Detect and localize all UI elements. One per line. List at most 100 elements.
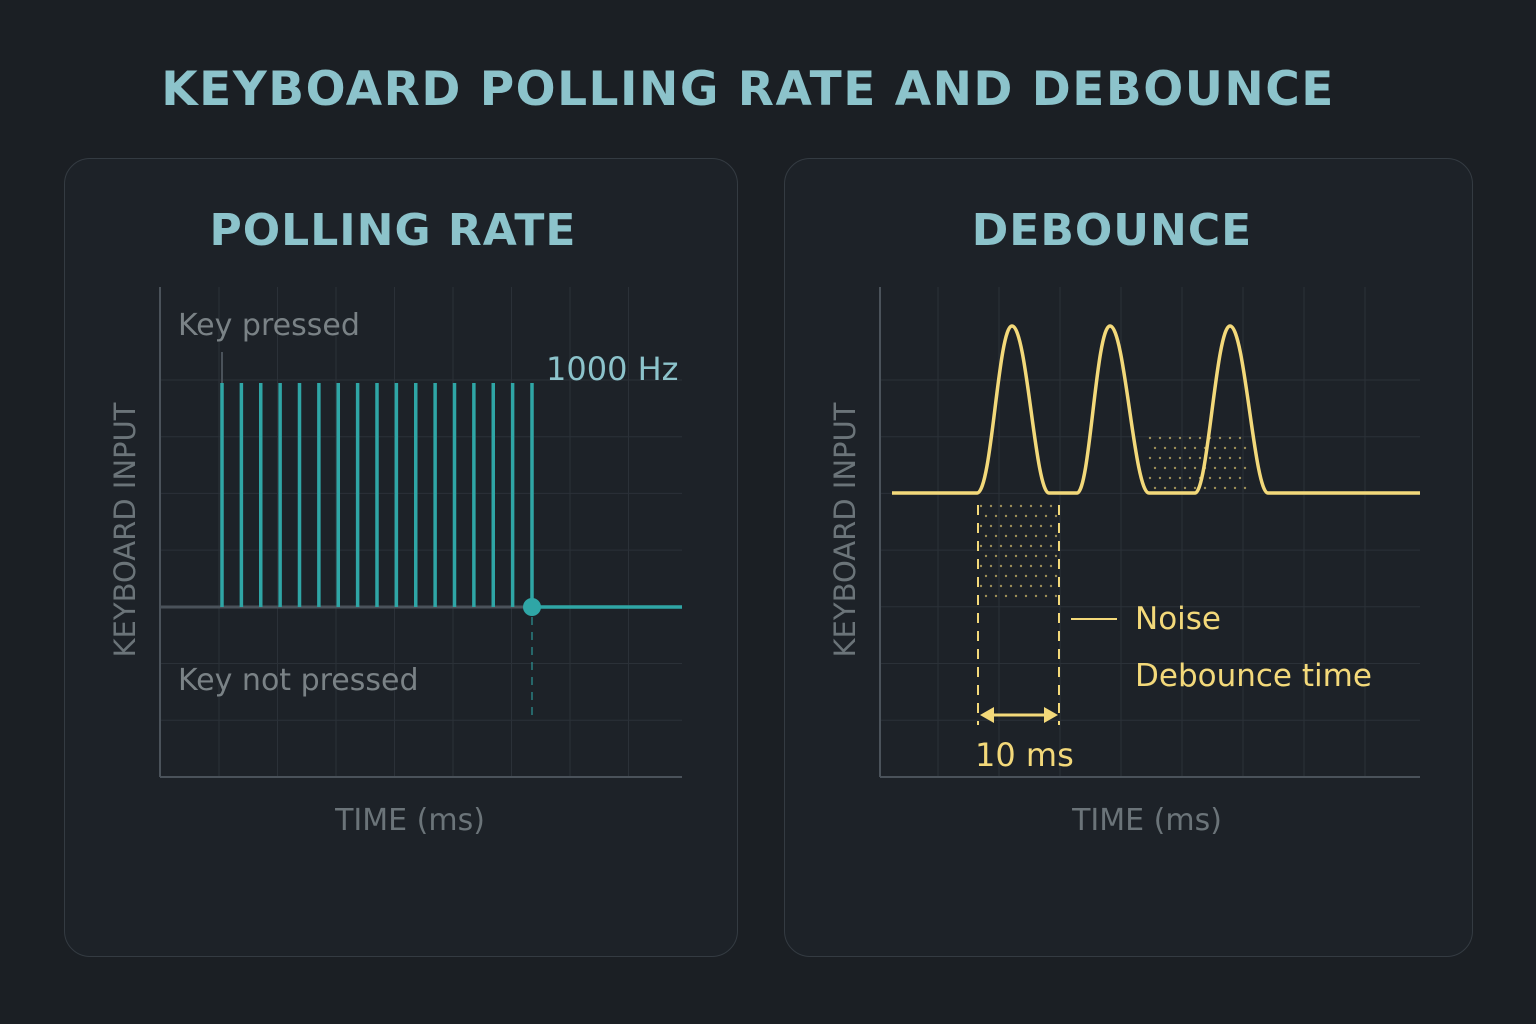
debounce-grid bbox=[880, 287, 1420, 778]
noise-dot bbox=[1039, 544, 1043, 548]
noise-dot bbox=[1034, 514, 1038, 518]
noise-dot bbox=[1039, 584, 1043, 588]
noise-dot bbox=[1228, 436, 1232, 440]
noise-dot bbox=[1193, 446, 1197, 450]
noise-dot bbox=[1009, 524, 1013, 528]
noise-dot bbox=[1004, 554, 1008, 558]
noise-dot bbox=[1009, 584, 1013, 588]
noise-dot bbox=[1054, 514, 1058, 518]
noise-dot bbox=[1233, 486, 1237, 490]
noise-dot bbox=[1233, 466, 1237, 470]
debounce-x-label: TIME (ms) bbox=[1071, 803, 1222, 838]
interval-label: 10 ms bbox=[975, 736, 1074, 774]
noise-dot bbox=[1049, 504, 1053, 508]
noise-dot bbox=[994, 534, 998, 538]
noise-dot bbox=[1218, 476, 1222, 480]
noise-dot bbox=[1044, 594, 1048, 598]
noise-dot bbox=[1054, 574, 1058, 578]
noise-dot bbox=[1049, 564, 1053, 568]
noise-dot bbox=[1044, 534, 1048, 538]
polling-y-label: KEYBOARD INPUT bbox=[108, 402, 142, 657]
noise-dot bbox=[1168, 436, 1172, 440]
noise-dot bbox=[1004, 574, 1008, 578]
noise-dot bbox=[989, 584, 993, 588]
noise-dot bbox=[1213, 466, 1217, 470]
noise-dot bbox=[1223, 486, 1227, 490]
noise-dot bbox=[1049, 584, 1053, 588]
polling-samples bbox=[220, 383, 534, 607]
noise-dot bbox=[999, 564, 1003, 568]
noise-dot bbox=[1168, 476, 1172, 480]
noise-dot bbox=[1203, 486, 1207, 490]
noise-dot bbox=[1173, 486, 1177, 490]
noise-dot bbox=[1014, 554, 1018, 558]
noise-dot bbox=[1163, 466, 1167, 470]
key-pressed-label: Key pressed bbox=[178, 308, 360, 343]
noise-dot bbox=[1009, 504, 1013, 508]
debounce-time-label: Debounce time bbox=[1135, 658, 1372, 694]
noise-dot bbox=[1198, 436, 1202, 440]
noise-dot bbox=[1054, 534, 1058, 538]
noise-dot bbox=[999, 524, 1003, 528]
noise-dot bbox=[1049, 524, 1053, 528]
noise-dot bbox=[1054, 594, 1058, 598]
debounce-heading: DEBOUNCE bbox=[972, 205, 1252, 256]
noise-dot bbox=[1233, 446, 1237, 450]
noise-dot bbox=[984, 514, 988, 518]
noise-dot bbox=[1238, 476, 1242, 480]
noise-dot bbox=[1019, 584, 1023, 588]
noise-dot bbox=[994, 514, 998, 518]
noise-dot bbox=[994, 594, 998, 598]
noise-dot bbox=[1009, 544, 1013, 548]
noise-dot bbox=[1218, 456, 1222, 460]
noise-dot bbox=[979, 504, 983, 508]
noise-dot bbox=[1024, 554, 1028, 558]
noise-dot bbox=[1024, 534, 1028, 538]
noise-dot bbox=[1243, 466, 1247, 470]
interval-arrow bbox=[980, 707, 1058, 723]
noise-dot bbox=[1208, 456, 1212, 460]
polling-x-label: TIME (ms) bbox=[334, 803, 485, 838]
release-point bbox=[523, 598, 541, 616]
noise-dot bbox=[1148, 456, 1152, 460]
noise-dot bbox=[1044, 574, 1048, 578]
noise-dot bbox=[1153, 466, 1157, 470]
noise-dot bbox=[1153, 446, 1157, 450]
noise-dot bbox=[1039, 564, 1043, 568]
noise-dot bbox=[1014, 514, 1018, 518]
noise-dot bbox=[989, 524, 993, 528]
noise-dot bbox=[1024, 574, 1028, 578]
noise-dot bbox=[999, 504, 1003, 508]
noise-dot-fill bbox=[979, 436, 1247, 598]
noise-dot bbox=[979, 544, 983, 548]
noise-label: Noise bbox=[1135, 601, 1221, 637]
noise-dot bbox=[1039, 524, 1043, 528]
noise-dot bbox=[979, 524, 983, 528]
noise-dot bbox=[999, 584, 1003, 588]
noise-dot bbox=[1049, 544, 1053, 548]
noise-dot bbox=[1024, 514, 1028, 518]
noise-dot bbox=[1014, 574, 1018, 578]
noise-dot bbox=[1178, 476, 1182, 480]
noise-dot bbox=[1178, 456, 1182, 460]
noise-dot bbox=[989, 504, 993, 508]
noise-dot bbox=[1238, 436, 1242, 440]
noise-dot bbox=[1173, 466, 1177, 470]
noise-dot bbox=[1019, 504, 1023, 508]
noise-dot bbox=[1158, 476, 1162, 480]
noise-dot bbox=[1158, 436, 1162, 440]
noise-dot bbox=[994, 554, 998, 558]
polling-heading: POLLING RATE bbox=[210, 205, 577, 256]
noise-dot bbox=[1009, 564, 1013, 568]
noise-dot bbox=[1243, 486, 1247, 490]
noise-dot bbox=[1153, 486, 1157, 490]
noise-dot bbox=[1163, 486, 1167, 490]
noise-dot bbox=[1193, 466, 1197, 470]
noise-dot bbox=[1188, 456, 1192, 460]
noise-dot bbox=[1004, 514, 1008, 518]
noise-dot bbox=[1183, 466, 1187, 470]
noise-dot bbox=[984, 594, 988, 598]
noise-dot bbox=[1019, 544, 1023, 548]
noise-dot bbox=[1188, 476, 1192, 480]
noise-dot bbox=[1034, 594, 1038, 598]
